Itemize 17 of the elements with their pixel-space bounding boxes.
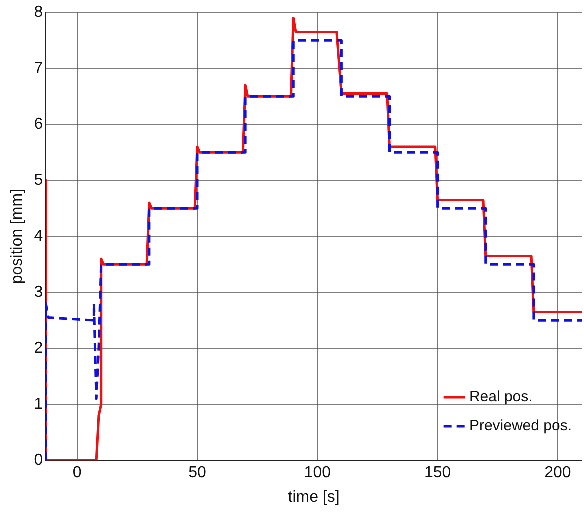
y-tick-label: 6 bbox=[34, 116, 44, 134]
y-tick-label: 2 bbox=[34, 340, 44, 358]
x-tick-label: 0 bbox=[72, 464, 82, 482]
legend-label: Real pos. bbox=[469, 388, 533, 406]
y-tick-label: 3 bbox=[34, 284, 44, 302]
y-tick-label: 0 bbox=[34, 452, 44, 470]
y-axis-title: position [mm] bbox=[9, 189, 26, 284]
x-tick-label: 50 bbox=[188, 464, 206, 482]
y-tick-label: 7 bbox=[34, 60, 44, 78]
y-tick-label: 5 bbox=[34, 172, 44, 190]
x-tick-label: 100 bbox=[304, 464, 332, 482]
y-tick-label: 8 bbox=[34, 4, 44, 22]
y-tick-label: 4 bbox=[34, 228, 44, 246]
x-axis-title: time [s] bbox=[288, 488, 340, 506]
x-tick-label: 200 bbox=[544, 464, 572, 482]
x-tick-label: 150 bbox=[424, 464, 452, 482]
y-tick-label: 1 bbox=[34, 396, 44, 414]
